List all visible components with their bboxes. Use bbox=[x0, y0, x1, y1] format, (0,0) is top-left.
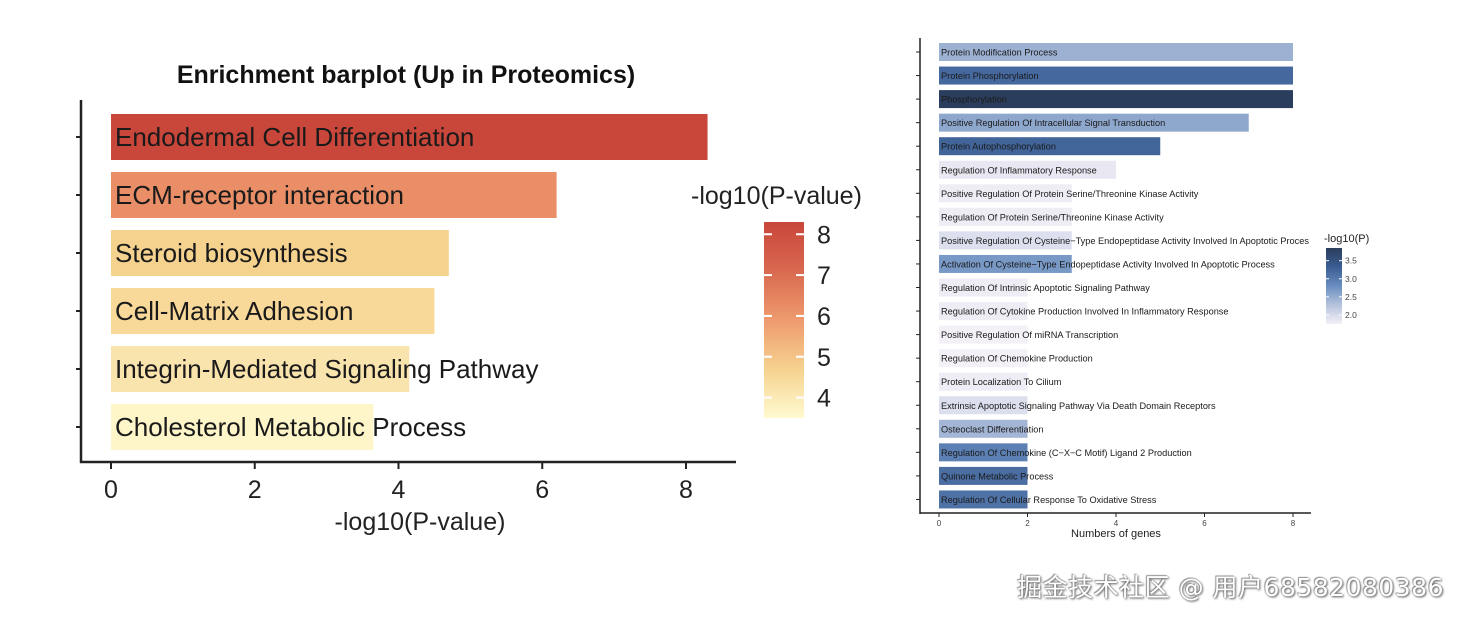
chart1-x-tick-label: 0 bbox=[104, 476, 118, 504]
chart1-legend-tick-label: 8 bbox=[817, 221, 831, 249]
chart2-legend-tick-label: 3.0 bbox=[1345, 274, 1357, 284]
chart2-bar-label: Regulation Of Cellular Response To Oxida… bbox=[941, 495, 1157, 505]
chart2-legend-ticks: 2.0 2.5 3.0 3.5 bbox=[1326, 256, 1357, 320]
chart2-bar bbox=[939, 325, 1028, 344]
chart2-bar bbox=[939, 207, 1072, 226]
chart2-legend-tick-label: 3.5 bbox=[1345, 256, 1357, 266]
chart1-x-tick-label: 6 bbox=[535, 476, 549, 504]
chart2-bar-label: Positive Regulation Of miRNA Transcripti… bbox=[941, 330, 1118, 340]
chart2-bar bbox=[939, 419, 1028, 438]
chart2-bar bbox=[939, 231, 1072, 250]
chart1-bar bbox=[111, 172, 557, 218]
chart2-bar bbox=[939, 490, 1028, 509]
chart1-x-ticks: 0 2 4 6 8 bbox=[104, 462, 693, 504]
chart2-bar bbox=[939, 372, 1028, 391]
chart2-bar bbox=[939, 254, 1072, 273]
chart1-x-tick-label: 2 bbox=[248, 476, 262, 504]
chart1-legend-tick-label: 5 bbox=[817, 344, 831, 372]
chart1-bar-label: Endodermal Cell Differentiation bbox=[115, 122, 474, 152]
chart2-bar-label: Protein Autophosphorylation bbox=[941, 142, 1056, 152]
chart2-bars bbox=[939, 43, 1293, 509]
chart2-bar-label: Regulation Of Cytokine Production Involv… bbox=[941, 307, 1229, 317]
chart2-bar bbox=[939, 137, 1161, 156]
chart1-legend-tick-label: 4 bbox=[817, 385, 831, 413]
chart2-bar bbox=[939, 302, 1028, 321]
chart1-legend-tick-label: 7 bbox=[817, 262, 831, 290]
chart1-bar-label: Cholesterol Metabolic Process bbox=[115, 412, 466, 442]
chart2-legend-colorbar bbox=[1326, 248, 1342, 324]
chart2-bar-label: Positive Regulation Of Cysteine−Type End… bbox=[941, 236, 1309, 246]
chart2-legend-tick-label: 2.5 bbox=[1345, 292, 1357, 302]
chart2-legend-tick-label: 2.0 bbox=[1345, 310, 1357, 320]
chart2-bar-label: Positive Regulation Of Intracellular Sig… bbox=[941, 118, 1165, 128]
chart2: Protein Modification Process Protein Phos… bbox=[916, 38, 1369, 540]
chart1-bar bbox=[111, 346, 410, 392]
chart2-bar-label: Positive Regulation Of Protein Serine/Th… bbox=[941, 189, 1199, 199]
chart2-x-tick-label: 2 bbox=[1025, 519, 1030, 528]
chart1-x-tick-label: 8 bbox=[679, 476, 693, 504]
chart2-legend-title: -log10(P) bbox=[1324, 233, 1369, 245]
chart2-bar-label: Extrinsic Apoptotic Signaling Pathway Vi… bbox=[941, 401, 1216, 411]
chart1-y-ticks bbox=[76, 136, 81, 428]
chart2-bar-label: Quinone Metabolic Process bbox=[941, 471, 1054, 481]
chart1-bar bbox=[111, 404, 374, 450]
chart1-legend-tick-label: 6 bbox=[817, 303, 831, 331]
chart1-bars bbox=[111, 114, 708, 450]
chart2-x-label: Numbers of genes bbox=[1071, 528, 1161, 540]
chart2-bar-label: Regulation Of Chemokine (C−X−C Motif) Li… bbox=[941, 448, 1192, 458]
chart1-bar-labels: Endodermal Cell Differentiation ECM-recep… bbox=[115, 122, 538, 442]
chart2-bar bbox=[939, 90, 1293, 109]
chart1-bar bbox=[111, 114, 708, 160]
chart2-x-tick-label: 0 bbox=[937, 519, 942, 528]
chart2-x-tick-label: 8 bbox=[1291, 519, 1296, 528]
chart2-x-tick-label: 6 bbox=[1202, 519, 1207, 528]
chart1-legend: -log10(P-value) 4 5 6 7 8 bbox=[691, 182, 862, 418]
chart2-bar-label: Protein Modification Process bbox=[941, 48, 1058, 58]
chart2-bar bbox=[939, 443, 1028, 462]
chart2-bar-label: Activation Of Cysteine−Type Endopeptidas… bbox=[941, 259, 1275, 269]
chart1-x-label: -log10(P-value) bbox=[335, 508, 506, 536]
chart1-bar-label: Integrin-Mediated Signaling Pathway bbox=[115, 354, 538, 384]
chart2-bar bbox=[939, 184, 1072, 203]
watermark-text: 掘金技术社区 @ 用户68582080386 bbox=[1017, 573, 1444, 602]
chart2-y-ticks bbox=[916, 51, 920, 500]
chart1-bar-label: Steroid biosynthesis bbox=[115, 238, 348, 268]
chart2-x-tick-label: 4 bbox=[1114, 519, 1119, 528]
chart2-bar-label: Regulation Of Protein Serine/Threonine K… bbox=[941, 212, 1164, 222]
chart1-bar-label: Cell-Matrix Adhesion bbox=[115, 296, 353, 326]
chart1: Enrichment barplot (Up in Proteomics) En… bbox=[76, 61, 862, 536]
chart1-title: Enrichment barplot (Up in Proteomics) bbox=[177, 61, 635, 89]
chart2-bar bbox=[939, 113, 1249, 132]
chart2-bar bbox=[939, 160, 1116, 179]
chart2-bar-label: Osteoclast Differentiation bbox=[941, 424, 1043, 434]
chart2-bar bbox=[939, 66, 1293, 85]
chart1-bar bbox=[111, 288, 435, 334]
chart1-legend-colorbar bbox=[764, 222, 804, 418]
chart2-bar-labels: Protein Modification Process Protein Phos… bbox=[941, 48, 1309, 505]
chart1-legend-title: -log10(P-value) bbox=[691, 182, 862, 210]
chart2-bar-label: Protein Phosphorylation bbox=[941, 71, 1039, 81]
chart2-bar-label: Regulation Of Inflammatory Response bbox=[941, 165, 1097, 175]
chart2-bar-label: Phosphorylation bbox=[941, 95, 1007, 105]
chart2-bar bbox=[939, 278, 1028, 297]
chart1-legend-ticks: 4 5 6 7 8 bbox=[764, 221, 831, 413]
chart2-bar-label: Regulation Of Chemokine Production bbox=[941, 354, 1093, 364]
chart1-x-tick-label: 4 bbox=[392, 476, 406, 504]
chart2-bar bbox=[939, 396, 1028, 415]
chart2-bar bbox=[939, 466, 1028, 485]
chart2-bar bbox=[939, 43, 1293, 61]
chart1-bar-label: ECM-receptor interaction bbox=[115, 180, 404, 210]
chart2-bar-label: Regulation Of Intrinsic Apoptotic Signal… bbox=[941, 283, 1150, 293]
chart1-bar bbox=[111, 230, 449, 276]
chart2-bar bbox=[939, 349, 1028, 368]
chart2-legend: -log10(P) 2.0 2.5 3.0 3.5 bbox=[1324, 233, 1369, 324]
chart2-x-ticks: 0 2 4 6 8 bbox=[937, 513, 1296, 528]
chart2-bar-label: Protein Localization To Cilium bbox=[941, 377, 1062, 387]
